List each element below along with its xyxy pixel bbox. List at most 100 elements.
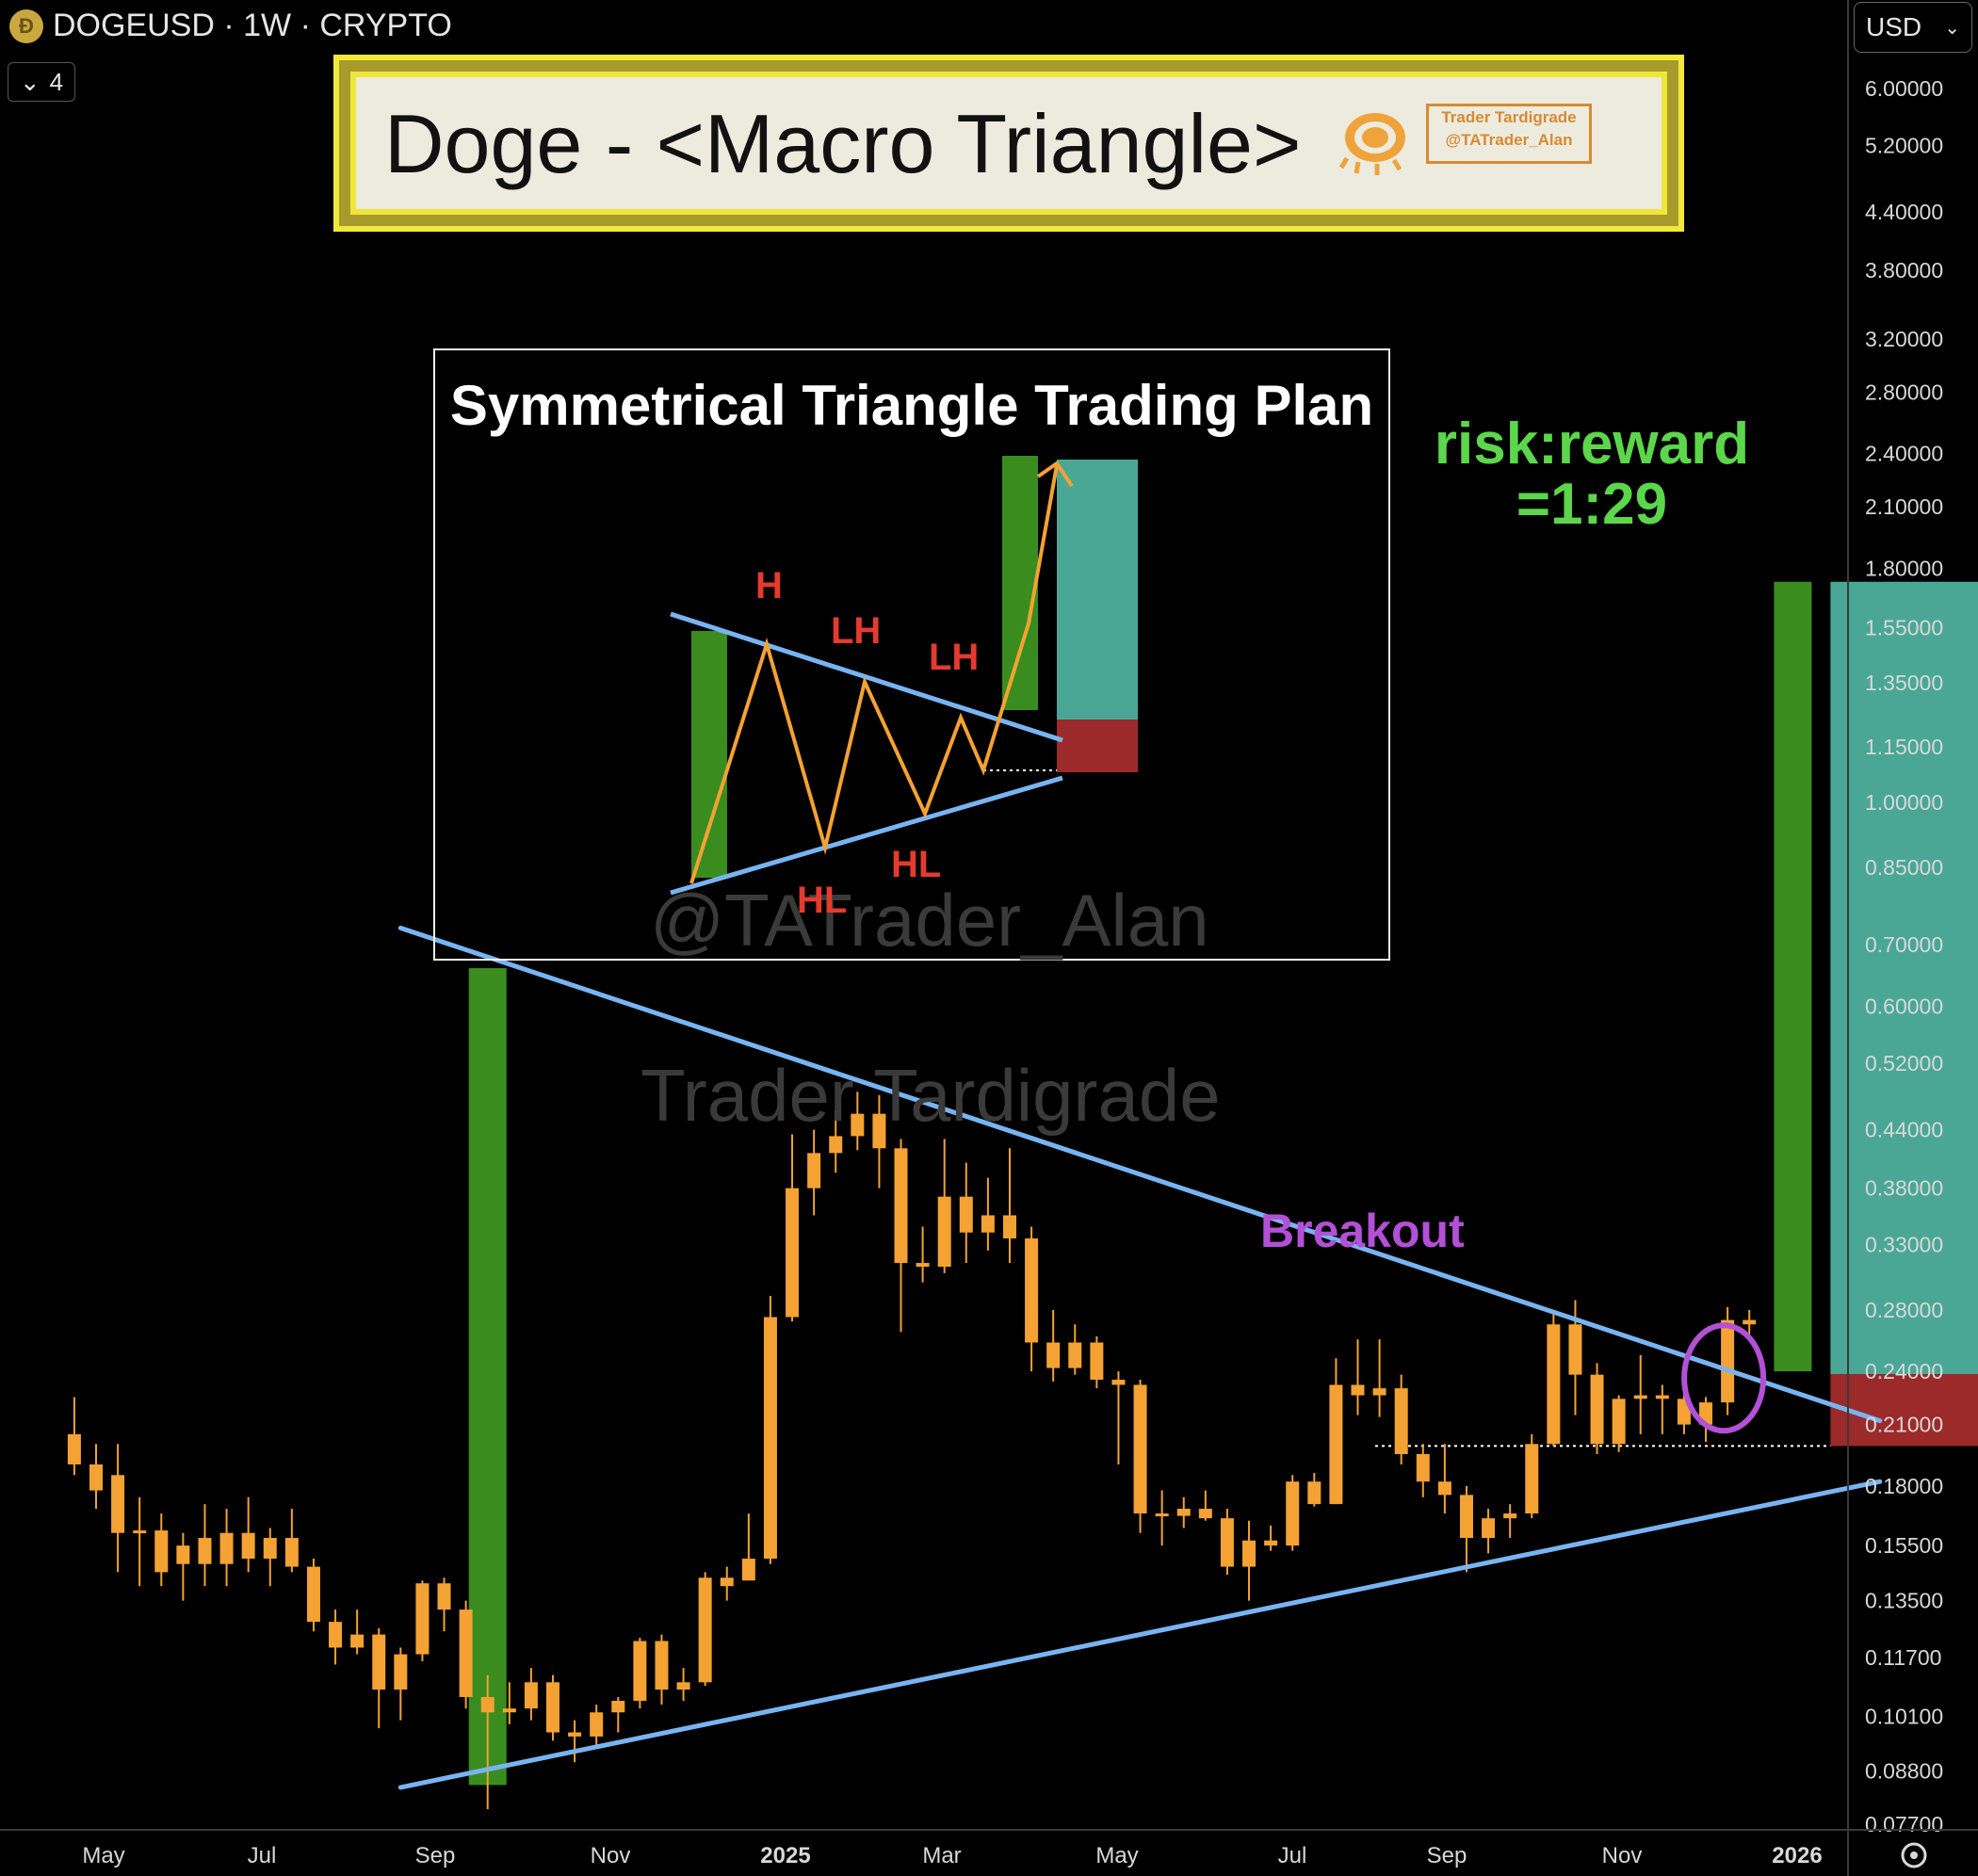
title-banner: Doge - <Macro Triangle> Trader Tardigrad…	[333, 55, 1684, 232]
risk-zone	[1830, 1374, 1978, 1447]
price-tick-label: 3.20000	[1865, 327, 1943, 351]
triangle-lower-line	[397, 1479, 1883, 1790]
candle-body	[1547, 1324, 1561, 1445]
inset-lower-line	[670, 775, 1063, 896]
time-tick-label: 2025	[760, 1843, 810, 1868]
candle-body	[1721, 1319, 1735, 1403]
price-tick-label: 0.10100	[1865, 1704, 1943, 1728]
candle-body	[1133, 1384, 1147, 1514]
candle-body	[1198, 1509, 1212, 1519]
currency-label: USD	[1866, 12, 1922, 41]
price-tick-label: 0.21000	[1865, 1413, 1943, 1437]
chevron-down-icon: ⌄	[1944, 17, 1960, 39]
candle-body	[1307, 1481, 1321, 1505]
candle-body	[1155, 1513, 1169, 1517]
price-tick-label: 0.85000	[1865, 855, 1943, 880]
candle-body	[329, 1622, 343, 1648]
price-tick-label: 2.40000	[1865, 442, 1943, 466]
price-tick-label: 0.07700	[1865, 1812, 1943, 1836]
candle-body	[524, 1682, 538, 1709]
price-tick-label: 0.13500	[1865, 1589, 1943, 1613]
price-tick-label: 1.35000	[1865, 671, 1943, 695]
candle-body	[502, 1708, 516, 1713]
currency-select[interactable]: USD ⌄	[1854, 2, 1972, 53]
indicators-toggle-button[interactable]: ⌄ 4	[8, 62, 75, 102]
candle-body	[306, 1566, 320, 1623]
inset-price-path	[689, 464, 1059, 884]
candle-body	[1459, 1495, 1473, 1539]
badge-line-2: @TATrader_Alan	[1445, 131, 1573, 149]
time-tick-label: Nov	[591, 1843, 631, 1868]
price-tick-label: 5.20000	[1865, 133, 1943, 157]
indicator-count: 4	[49, 67, 64, 96]
risk-reward-line-1: risk:reward	[1434, 412, 1750, 477]
candle-body	[176, 1545, 190, 1564]
candle-body	[741, 1559, 755, 1581]
price-tick-label: 0.38000	[1865, 1176, 1943, 1201]
time-axis: May Jul Sep Nov 2025 Mar May Jul Sep Nov 2026	[0, 1829, 1978, 1868]
inset-height-bar	[691, 631, 727, 878]
candle-body	[937, 1196, 951, 1268]
banner-title: Doge - <Macro Triangle>	[384, 97, 1302, 190]
candle-body	[1612, 1399, 1626, 1445]
inset-watermark: @TATrader_Alan	[650, 879, 1209, 962]
risk-reward-label: risk:reward =1:29	[1413, 414, 1771, 535]
candle-body	[1111, 1380, 1126, 1385]
candle-body	[154, 1530, 169, 1573]
candle-body	[133, 1530, 147, 1534]
candle-body	[590, 1712, 604, 1737]
candle-body	[1372, 1388, 1386, 1396]
candle-body	[829, 1136, 843, 1154]
candle-body	[372, 1634, 386, 1690]
price-tick-label: 0.28000	[1865, 1298, 1943, 1322]
chevron-down-icon: ⌄	[19, 67, 41, 96]
candle-body	[981, 1215, 995, 1233]
candle-body	[1394, 1388, 1408, 1455]
candle-body	[459, 1609, 473, 1697]
price-tick-label: 6.00000	[1865, 76, 1943, 101]
candle-body	[655, 1641, 669, 1690]
time-tick-label: Sep	[1427, 1843, 1467, 1868]
candle-body	[1633, 1395, 1647, 1399]
time-tick-label: Nov	[1602, 1843, 1643, 1868]
symbol-header[interactable]: Ð DOGEUSD · 1W · CRYPTO	[9, 8, 452, 44]
time-tick-label: Jul	[1278, 1843, 1307, 1868]
candle-body	[241, 1532, 255, 1560]
candle-body	[633, 1641, 647, 1701]
label-hl-1: HL	[891, 844, 942, 885]
symbol-line: DOGEUSD · 1W · CRYPTO	[53, 8, 452, 43]
candle-body	[1590, 1374, 1604, 1445]
candle-body	[263, 1538, 277, 1560]
candle-body	[111, 1475, 125, 1533]
inset-reward-zone	[1057, 460, 1138, 720]
inset-arrow-icon	[1036, 461, 1074, 488]
candle-body	[1525, 1444, 1539, 1514]
candle-body	[1286, 1481, 1300, 1546]
price-tick-label: 0.33000	[1865, 1232, 1943, 1256]
price-axis: 6.00000 5.20000 4.40000 3.80000 3.20000 2.800…	[1847, 0, 1943, 1876]
candle-body	[698, 1577, 712, 1683]
candle-body	[437, 1583, 451, 1610]
candles-layer	[67, 581, 1978, 1810]
candle-body	[1482, 1518, 1496, 1539]
candle-body	[786, 1188, 800, 1318]
candle-body	[1220, 1518, 1234, 1567]
candle-body	[676, 1682, 690, 1690]
title-banner-inner: Doge - <Macro Triangle> Trader Tardigrad…	[350, 72, 1667, 215]
candle-body	[872, 1113, 886, 1149]
candle-body	[959, 1196, 973, 1233]
time-tick-label: May	[82, 1843, 124, 1868]
candle-body	[894, 1148, 908, 1264]
candle-body	[350, 1634, 365, 1648]
projection-height-bar	[468, 968, 507, 1786]
candle-body	[1503, 1513, 1517, 1519]
price-tick-label: 1.15000	[1865, 735, 1943, 759]
price-tick-label: 4.40000	[1865, 200, 1943, 224]
breakout-circle	[1681, 1322, 1767, 1434]
price-tick-label: 3.80000	[1865, 258, 1943, 283]
settings-gear-icon[interactable]	[1901, 1842, 1927, 1868]
candle-body	[198, 1538, 212, 1564]
badge-line-1: Trader Tardigrade	[1441, 108, 1577, 126]
price-tick-label: 1.80000	[1865, 556, 1943, 580]
